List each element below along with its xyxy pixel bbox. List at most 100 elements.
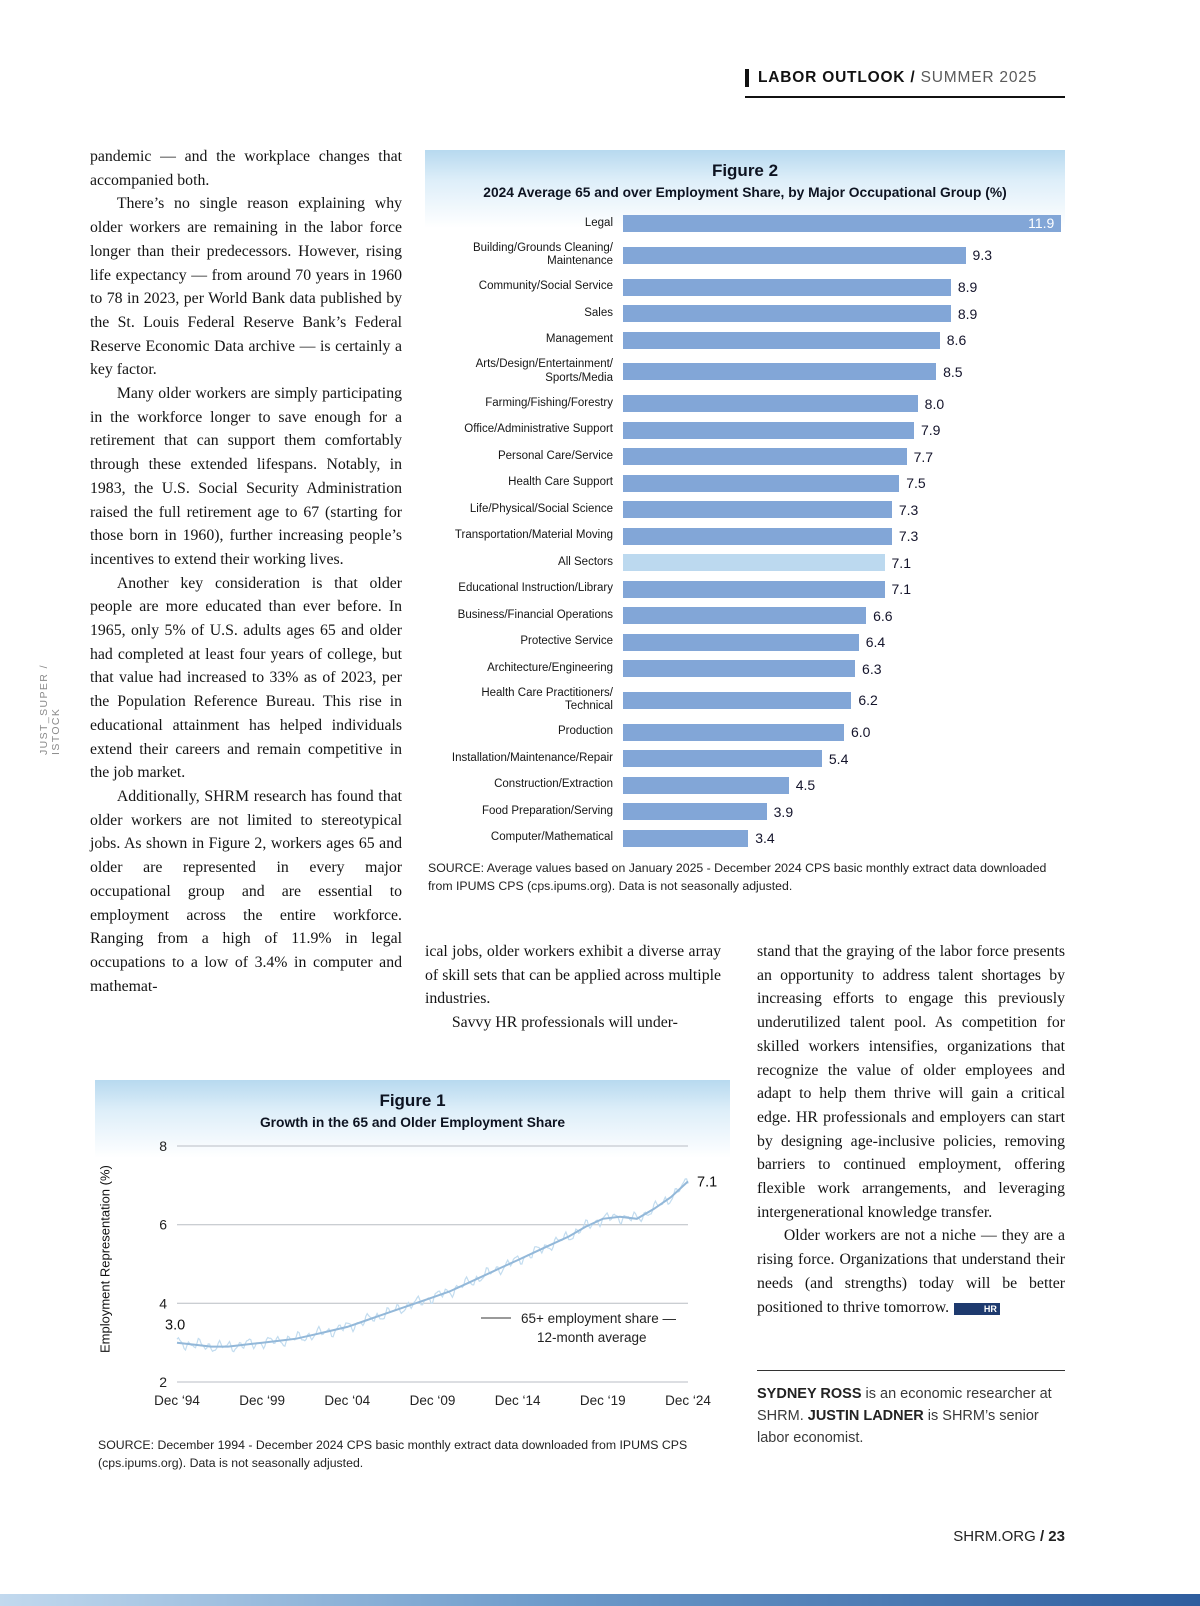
bar-track: 7.5 — [623, 474, 1065, 492]
bar — [623, 633, 859, 651]
bar-value: 7.3 — [898, 528, 919, 545]
x-tick-label: Dec ‘94 — [154, 1393, 200, 1408]
bar — [623, 750, 822, 768]
section-title: LABOR OUTLOOK / — [758, 69, 916, 86]
bar-category-label: Installation/Maintenance/Repair — [451, 751, 613, 764]
bar-track: 8.6 — [623, 331, 1065, 349]
bar — [623, 580, 885, 598]
bar-category-label: Office/Administrative Support — [464, 423, 613, 436]
bar-track: 6.4 — [623, 633, 1065, 651]
bar — [623, 305, 951, 323]
bar-category-label: Arts/Design/Entertainment/ Sports/Media — [475, 358, 613, 384]
bar-track: 3.4 — [623, 829, 1065, 847]
footer-page-number: / 23 — [1039, 1528, 1065, 1545]
bar-row: Food Preparation/Serving 3.9 — [425, 803, 1065, 821]
bar-row: Community/Social Service 8.9 — [425, 278, 1065, 296]
bar-value: 3.9 — [773, 803, 794, 820]
legend-label-line2: 12-month average — [537, 1330, 647, 1345]
bar-track: 7.1 — [623, 580, 1065, 598]
author-bio: SYDNEY ROSS is an economic researcher at… — [757, 1370, 1065, 1449]
y-axis-label: Employment Representation (%) — [97, 1165, 113, 1353]
bar-value: 11.9 — [1028, 215, 1055, 231]
bottom-accent-bar — [0, 1594, 1200, 1606]
page-header: LABOR OUTLOOK / SUMMER 2025 — [745, 69, 1065, 98]
hr-endmark: HR — [954, 1302, 1000, 1315]
article-column-1: pandemic — and the workplace changes tha… — [90, 145, 402, 998]
bar-value: 6.0 — [851, 724, 871, 741]
bar — [623, 803, 767, 821]
bar-row: Personal Care/Service 7.7 — [425, 448, 1065, 466]
bar-row: Sales 8.9 — [425, 305, 1065, 323]
bar-row: Business/Financial Operations 6.6 — [425, 607, 1065, 625]
bar-chart: Legal 11.9 Building/Grounds Cleaning/ Main… — [425, 215, 1065, 847]
bar-value: 6.2 — [858, 692, 878, 709]
bar-value: 7.9 — [920, 422, 941, 439]
bar-track: 7.9 — [623, 421, 1065, 439]
bar-category-label: Educational Instruction/Library — [458, 582, 613, 595]
bar-category-label: Building/Grounds Cleaning/ Maintenance — [472, 241, 613, 268]
photo-credit: JUST_SUPER / ISTOCK — [38, 664, 62, 755]
bar-track: 8.0 — [623, 395, 1065, 413]
bar-category-label: Construction/Extraction — [494, 778, 613, 791]
bar-track: 4.5 — [623, 776, 1065, 794]
annotation-3-0: 3.0 — [165, 1318, 185, 1334]
bar-track: 3.9 — [623, 803, 1065, 821]
paragraph: Savvy HR professionals will under- — [451, 1014, 678, 1032]
bar-row: Management 8.6 — [425, 331, 1065, 349]
bar-row: Health Care Support 7.5 — [425, 474, 1065, 492]
bar-row: Health Care Practitioners/ Technical 6.2 — [425, 687, 1065, 715]
bar-value: 4.5 — [795, 777, 816, 794]
bar-value: 7.5 — [906, 475, 926, 492]
bar-category-label: Computer/Mathematical — [490, 831, 613, 844]
bar-row: Farming/Fishing/Forestry 8.0 — [425, 395, 1065, 413]
figure-1-source: SOURCE: December 1994 - December 2024 CP… — [98, 1438, 688, 1470]
bar-value: 7.1 — [891, 581, 911, 598]
bar — [623, 501, 892, 519]
bar-value: 7.7 — [913, 448, 934, 465]
bar — [623, 331, 940, 349]
paragraph: pandemic — and the workplace changes tha… — [90, 148, 402, 189]
bar-row: Architecture/Engineering 6.3 — [425, 660, 1065, 678]
bar-track: 6.3 — [623, 660, 1065, 678]
bar-track: 8.5 — [623, 363, 1065, 381]
legend-label-line1: 65+ employment share — — [521, 1311, 676, 1326]
bar-row: Life/Physical/Social Science 7.3 — [425, 501, 1065, 519]
bar-row: Arts/Design/Entertainment/ Sports/Media 8… — [425, 358, 1065, 386]
bar — [623, 448, 907, 466]
figure-2-panel: Figure 2 2024 Average 65 and over Employ… — [425, 150, 1065, 902]
x-tick-label: Dec ‘09 — [410, 1393, 456, 1408]
bar-category-label: Health Care Practitioners/ Technical — [481, 686, 613, 713]
bar-row: Educational Instruction/Library 7.1 — [425, 580, 1065, 598]
bar-row: Building/Grounds Cleaning/ Maintenance 9.… — [425, 242, 1065, 270]
x-tick-label: Dec ‘14 — [495, 1393, 541, 1408]
paragraph: Additionally, SHRM research has found th… — [90, 787, 402, 995]
bar-category-label: Legal — [584, 216, 613, 229]
bar-value: 8.9 — [957, 279, 978, 296]
bar-value: 6.4 — [865, 634, 886, 651]
bar-value: 3.4 — [755, 830, 775, 847]
bar-row: Transportation/Material Moving 7.3 — [425, 527, 1065, 545]
bar-track: 6.0 — [623, 723, 1065, 741]
y-tick-label: 2 — [159, 1374, 167, 1390]
annotation-7-1: 7.1 — [697, 1174, 717, 1190]
bar-category-label: Sales — [584, 306, 613, 319]
bar-category-label: Personal Care/Service — [497, 449, 613, 462]
paragraph: Older workers are not a niche — they are… — [757, 1227, 1065, 1316]
bar-row: Computer/Mathematical 3.4 — [425, 829, 1065, 847]
bar-value: 8.0 — [924, 395, 945, 412]
x-tick-label: Dec ‘04 — [324, 1393, 370, 1408]
article-column-2: ical jobs, older workers exhibit a diver… — [425, 940, 721, 1035]
y-tick-label: 6 — [159, 1217, 167, 1233]
bar-track: 8.9 — [623, 305, 1065, 323]
figure-1-panel: Figure 1 Growth in the 65 and Older Empl… — [95, 1080, 730, 1483]
bar-category-label: Protective Service — [520, 635, 613, 648]
bar-track: 11.9 — [623, 215, 1065, 232]
bio-text: is SHRM’s senior labor economist. — [757, 1408, 1039, 1446]
bar — [623, 776, 789, 794]
bar-row: All Sectors 7.1 — [425, 554, 1065, 572]
bar — [623, 474, 900, 492]
bar-track: 6.6 — [623, 607, 1065, 625]
bar-category-label: All Sectors — [558, 555, 613, 568]
bar-track: 7.3 — [623, 527, 1065, 545]
